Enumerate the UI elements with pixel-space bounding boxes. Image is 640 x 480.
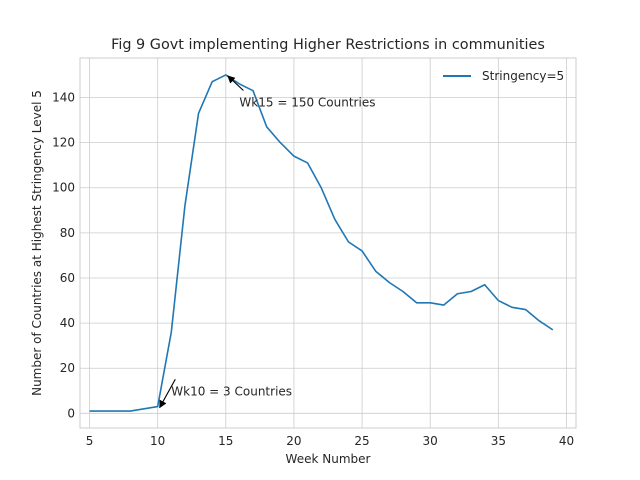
series-layer	[89, 74, 554, 412]
annotation-label: Wk15 = 150 Countries	[239, 96, 375, 110]
x-axis-label: Week Number	[286, 452, 371, 466]
grid	[80, 58, 576, 428]
legend-label: Stringency=5	[482, 69, 564, 83]
x-tick-label: 20	[286, 434, 301, 448]
y-tick-label: 0	[67, 406, 75, 420]
y-tick-label: 40	[60, 316, 75, 330]
y-tick-label: 20	[60, 361, 75, 375]
x-tick-label: 5	[86, 434, 94, 448]
x-tick-label: 40	[559, 434, 574, 448]
y-tick-label: 120	[52, 136, 75, 150]
annotation-arrow	[227, 75, 244, 91]
plot-background	[80, 58, 576, 428]
legend: Stringency=5	[443, 69, 564, 83]
x-tick-label: 35	[491, 434, 506, 448]
series-line	[89, 74, 554, 412]
annotation-label: Wk10 = 3 Countries	[171, 384, 292, 398]
y-tick-label: 100	[52, 181, 75, 195]
x-tick-label: 30	[423, 434, 438, 448]
annotations: Wk15 = 150 Countries Wk10 = 3 Countries	[159, 75, 375, 409]
x-tick-label: 25	[354, 434, 369, 448]
y-axis-label: Number of Countries at Highest Stringenc…	[30, 90, 44, 396]
chart-title: Fig 9 Govt implementing Higher Restricti…	[111, 37, 545, 53]
plot-frame	[79, 57, 577, 429]
x-tick-label: 10	[150, 434, 165, 448]
x-tick-labels: 5 10 15 20 25 30 35 40	[86, 434, 574, 448]
y-tick-label: 60	[60, 271, 75, 285]
y-tick-label: 140	[52, 90, 75, 104]
annotation-arrow	[159, 379, 176, 409]
y-tick-labels: 0 20 40 60 80 100 120 140	[52, 90, 75, 420]
x-tick-label: 15	[218, 434, 233, 448]
y-tick-label: 80	[60, 226, 75, 240]
